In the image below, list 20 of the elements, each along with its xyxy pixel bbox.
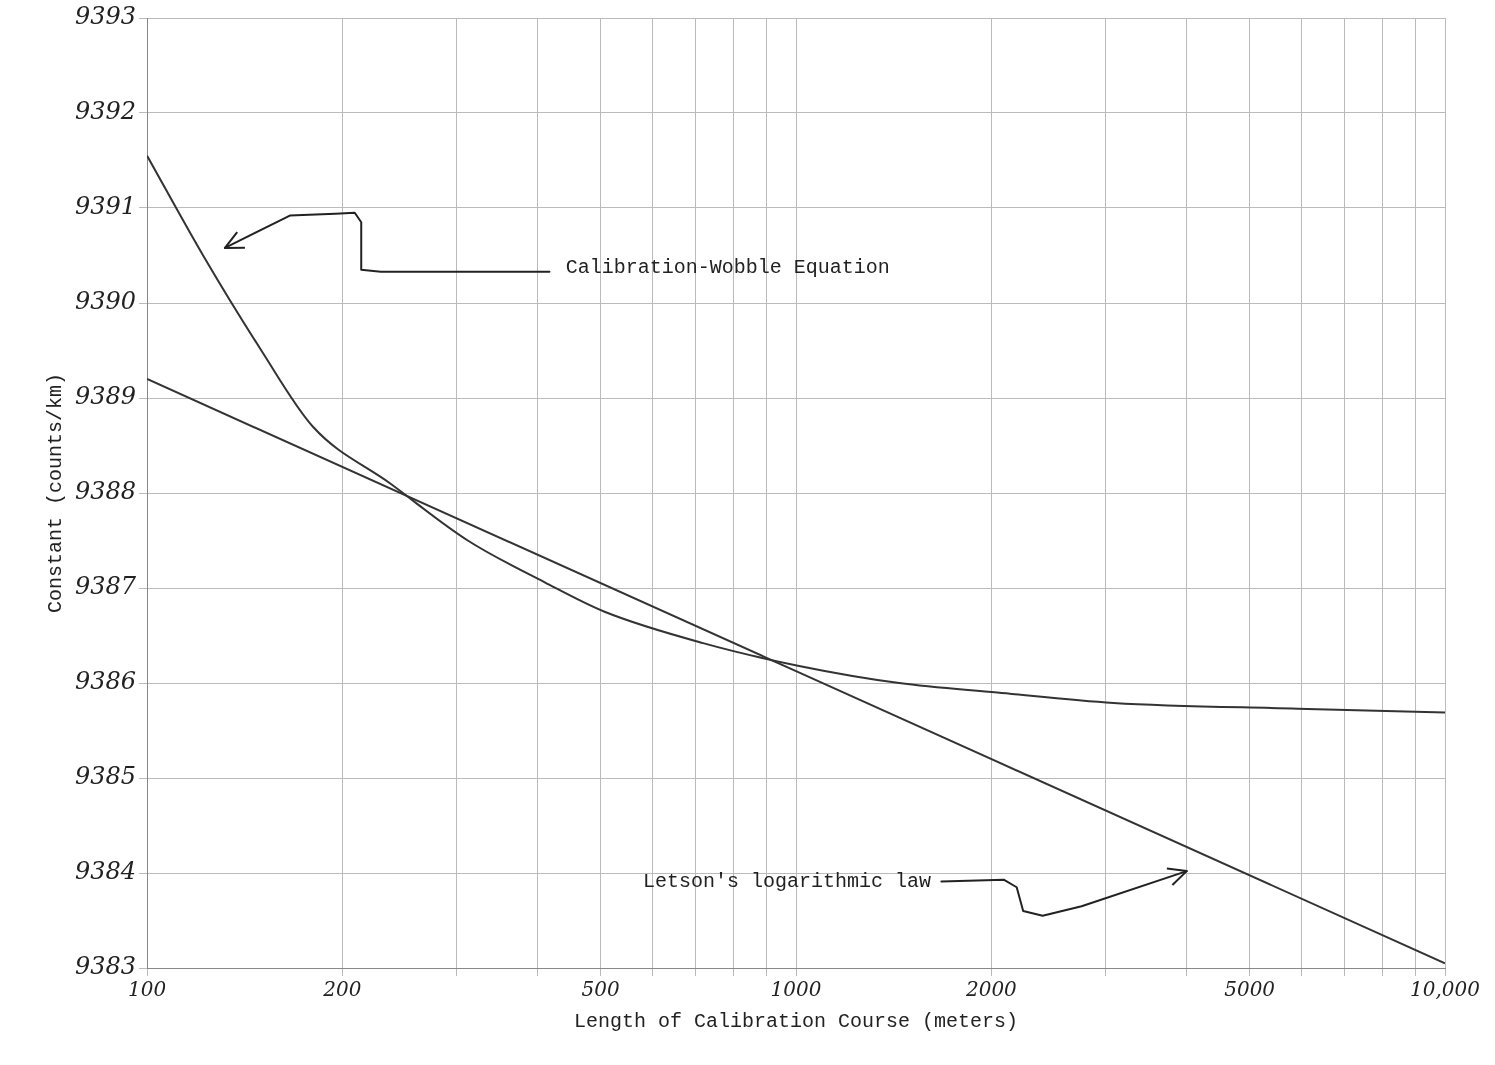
annotation: Letson's logarithmic law xyxy=(642,869,932,893)
x-tick-label: 200 xyxy=(322,977,362,1002)
y-tick-label: 9385 xyxy=(75,762,137,791)
y-tick-label: 9384 xyxy=(75,857,137,886)
x-tick-label: 10,000 xyxy=(1410,977,1481,1002)
x-tick-label: 1000 xyxy=(770,977,822,1002)
y-tick-label: 9390 xyxy=(75,287,137,316)
x-axis-title: Length of Calibration Course (meters) xyxy=(574,1010,1019,1034)
y-axis-title: Constant (counts/km) xyxy=(44,372,68,614)
y-tick-label: 9389 xyxy=(75,382,137,411)
y-tick-label: 9388 xyxy=(75,477,137,506)
y-tick-label: 9392 xyxy=(75,97,137,126)
x-tick-label: 500 xyxy=(581,977,621,1002)
y-tick-label: 9386 xyxy=(75,667,137,696)
annotation: Calibration-Wobble Equation xyxy=(565,256,890,280)
x-tick-label: 2000 xyxy=(964,977,1018,1002)
y-tick-label: 9387 xyxy=(75,572,137,601)
y-tick-label: 9393 xyxy=(75,2,137,31)
x-tick-label: 5000 xyxy=(1224,977,1276,1002)
y-tick-label: 9391 xyxy=(75,192,137,221)
